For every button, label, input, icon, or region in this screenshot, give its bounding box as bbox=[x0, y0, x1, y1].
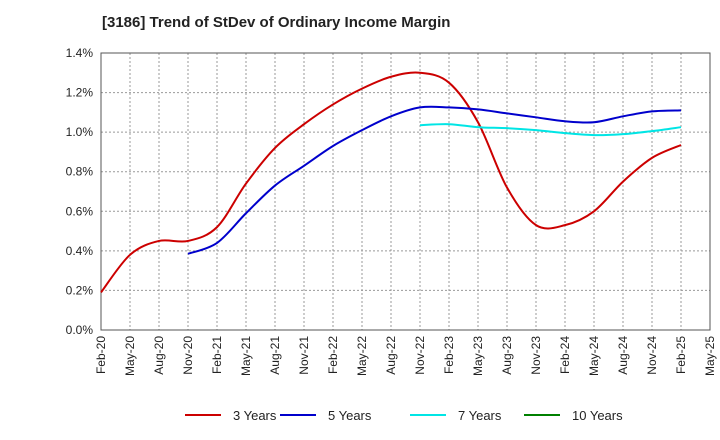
x-tick-label: Feb-21 bbox=[210, 336, 224, 374]
y-tick-label: 1.4% bbox=[66, 46, 94, 60]
x-tick-label: May-20 bbox=[123, 336, 137, 376]
x-tick-label: May-25 bbox=[703, 336, 717, 376]
y-tick-label: 0.8% bbox=[66, 165, 94, 179]
legend-label: 10 Years bbox=[572, 407, 623, 423]
x-axis: Feb-20 May-20 Aug-20 Nov-20 Feb-21 May-21 Aug-… bbox=[94, 336, 717, 376]
x-tick-label: Feb-24 bbox=[558, 336, 572, 374]
x-tick-label: Nov-20 bbox=[181, 336, 195, 375]
x-tick-label: Feb-23 bbox=[442, 336, 456, 374]
series-layer bbox=[100, 71, 682, 294]
y-tick-label: 0.2% bbox=[66, 283, 94, 297]
x-tick-label: Aug-22 bbox=[384, 336, 398, 375]
y-tick-label: 1.2% bbox=[66, 86, 94, 100]
x-tick-label: Feb-25 bbox=[674, 336, 688, 374]
x-tick-label: Nov-24 bbox=[645, 336, 659, 375]
series-line-7-years bbox=[419, 123, 682, 137]
legend-item-7-years: 7 Years bbox=[410, 404, 501, 426]
legend-item-5-years: 5 Years bbox=[280, 404, 371, 426]
legend-swatch bbox=[524, 414, 560, 416]
y-axis: 0.0% 0.2% 0.4% 0.6% 0.8% 1.0% 1.2% 1.4% bbox=[66, 46, 94, 337]
x-tick-label: Feb-22 bbox=[326, 336, 340, 374]
x-tick-label: Aug-23 bbox=[500, 336, 514, 375]
x-tick-label: Nov-22 bbox=[413, 336, 427, 375]
legend-label: 7 Years bbox=[458, 407, 502, 423]
y-tick-label: 1.0% bbox=[66, 125, 94, 139]
legend-swatch bbox=[185, 414, 221, 416]
x-tick-label: Aug-24 bbox=[616, 336, 630, 375]
x-tick-label: May-23 bbox=[471, 336, 485, 376]
legend-swatch bbox=[280, 414, 316, 416]
legend-label: 3 Years bbox=[233, 407, 277, 423]
x-tick-label: Aug-20 bbox=[152, 336, 166, 375]
series-line-3-years bbox=[100, 71, 682, 294]
plot-frame bbox=[100, 52, 711, 331]
y-tick-label: 0.6% bbox=[66, 204, 94, 218]
x-tick-label: Aug-21 bbox=[268, 336, 282, 375]
y-tick-label: 0.0% bbox=[66, 323, 94, 337]
legend-swatch bbox=[410, 414, 446, 416]
y-tick-label: 0.4% bbox=[66, 244, 94, 258]
x-tick-label: May-24 bbox=[587, 336, 601, 376]
x-tick-label: May-21 bbox=[239, 336, 253, 376]
chart-title: [3186] Trend of StDev of Ordinary Income… bbox=[102, 14, 451, 31]
legend: 3 Years 5 Years 7 Years 10 Years bbox=[0, 404, 720, 426]
legend-label: 5 Years bbox=[328, 407, 372, 423]
x-tick-label: Feb-20 bbox=[94, 336, 108, 374]
grid-layer bbox=[101, 52, 710, 330]
legend-item-3-years: 3 Years bbox=[185, 404, 276, 426]
legend-item-10-years: 10 Years bbox=[524, 404, 623, 426]
x-tick-label: May-22 bbox=[355, 336, 369, 376]
x-tick-label: Nov-21 bbox=[297, 336, 311, 375]
series-line-5-years bbox=[187, 105, 682, 255]
x-tick-label: Nov-23 bbox=[529, 336, 543, 375]
